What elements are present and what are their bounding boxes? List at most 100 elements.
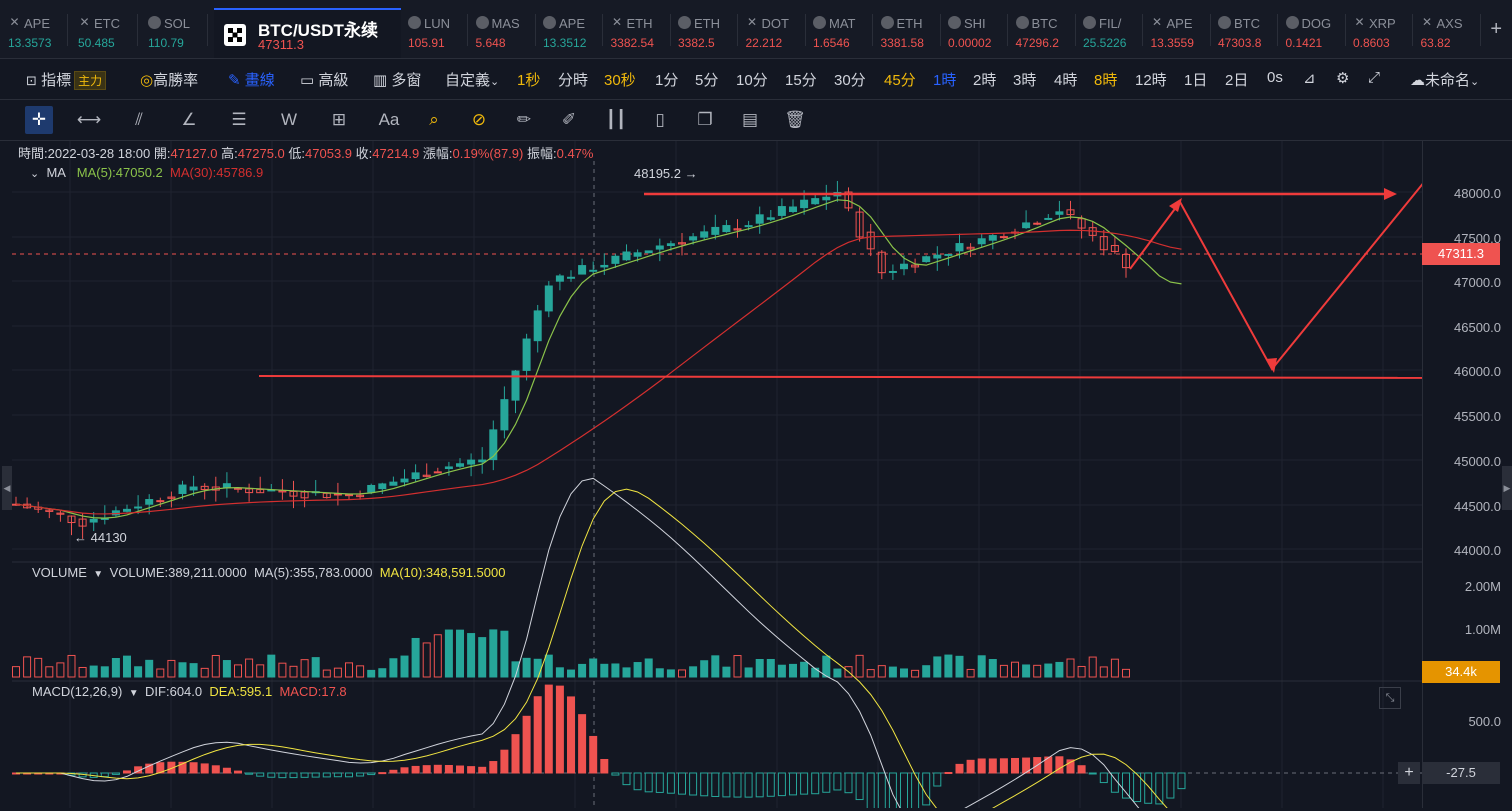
price-axis[interactable]: 48000.0 47500.0 47000.0 46500.0 46000.0 45500… [1422,141,1512,808]
symbol-tab[interactable]: SHI 0.00002 [944,8,1008,52]
indicator-button[interactable]: ⊡ 指標 主力 [26,69,107,90]
macd-bar [245,772,254,775]
interval-11[interactable]: 3時 [1013,72,1037,89]
active-symbol-tab[interactable]: BTC/USDT永续 47311.3 [214,8,401,58]
symbol-tab[interactable]: APE 13.3512 [539,8,603,52]
lock-tool-icon[interactable]: ⊘ [471,110,487,129]
candle-tool-icon[interactable]: ┃┃ [605,110,627,129]
advanced-button[interactable]: ▭ 高級 [300,69,348,90]
volume-dropdown-icon[interactable]: ▼ [90,569,106,580]
interval-13[interactable]: 8時 [1094,72,1118,89]
candle-body [988,235,997,241]
interval-0[interactable]: 1秒 [517,72,541,89]
volume-bar [300,659,309,678]
macd-bar [411,765,420,774]
interval-10[interactable]: 2時 [973,72,997,89]
ma-collapse-icon[interactable]: ⌄ [30,168,40,180]
macd-label: MACD(12,26,9) [32,684,123,699]
trash-icon[interactable]: 🗑 [784,110,806,129]
interval-2[interactable]: 30秒 [604,72,636,89]
multi-window-button[interactable]: ▥ 多窗 [373,69,421,90]
symbol-tab[interactable]: ✕ ETC 50.485 [74,8,138,52]
volume-bar [78,666,87,678]
text-tool-icon[interactable]: Aa [378,110,400,129]
symbol-tab[interactable]: FIL/25.5226 [1079,8,1143,52]
horizontal-line-tool-icon[interactable]: ⟷ [76,110,102,129]
angle-tool-icon[interactable]: ∠ [181,110,197,129]
interval-5[interactable]: 10分 [736,72,768,89]
interval-15[interactable]: 1日 [1184,72,1208,89]
tab-price: 47303.8 [1218,36,1262,50]
symbol-tab[interactable]: BTC 47303.8 [1214,8,1278,52]
add-crosshair-icon[interactable]: + [1398,762,1420,784]
interval-1[interactable]: 分時 [558,72,589,89]
interval-17[interactable]: 0s [1267,69,1283,86]
volume-bar [722,666,731,678]
copy-tool-icon[interactable]: ❐ [697,110,713,129]
macd-bar [322,772,331,778]
macd-dropdown-icon[interactable]: ▼ [125,688,142,699]
parallel-channel-tool-icon[interactable]: ⫽ [135,110,143,129]
draw-button[interactable]: ✎ 畫線 [228,69,275,90]
ruler-tool-icon[interactable]: ✏ [516,110,532,129]
right-collapse-handle[interactable]: ▶ [1502,466,1512,510]
measure-tool-icon[interactable]: ⊞ [331,110,347,129]
fullscreen-icon[interactable]: ⊿ [1303,70,1316,87]
volume-bar [1099,666,1108,678]
symbol-tab[interactable]: MAS 5.648 [472,8,536,52]
crosshair-tool-icon[interactable]: ✛ [25,106,53,134]
chart-canvas[interactable]: 時間:2022-03-28 18:00 開:47127.0 高:47275.0 … [12,110,1483,811]
symbol-tab[interactable]: MAT 1.6546 [809,8,873,52]
volume-bar [1122,668,1130,678]
custom-dropdown[interactable]: 自定義⌄ [445,69,499,90]
interval-12[interactable]: 4時 [1054,72,1078,89]
symbol-tab[interactable]: ✕ ETH 3382.54 [607,8,671,52]
symbol-tab[interactable]: SOL 110.79 [144,8,208,52]
layout-name-dropdown[interactable]: ☁未命名⌄ [1410,69,1479,90]
interval-16[interactable]: 2日 [1225,72,1249,89]
macd-bar [955,763,964,774]
candle-body [533,310,542,342]
grid-icon: ▥ [373,72,388,89]
symbol-tab[interactable]: BTC 47296.2 [1012,8,1076,52]
settings-icon[interactable]: ⚙ [1336,70,1350,87]
macd-bar [822,772,831,793]
close-icon: ✕ [9,15,20,29]
interval-4[interactable]: 5分 [695,72,719,89]
interval-3[interactable]: 1分 [655,72,679,89]
price-axis-label: 47000.0 [1454,275,1501,290]
fib-tool-icon[interactable]: ☰ [231,110,247,129]
wave-tool-icon[interactable]: W [280,110,298,129]
left-collapse-handle[interactable]: ◀ [2,466,12,510]
interval-14[interactable]: 12時 [1135,72,1167,89]
symbol-tab[interactable]: ✕ DOT 22.212 [742,8,806,52]
volume-bar [744,667,753,678]
symbol-tab[interactable]: ✕ APE 13.3559 [1147,8,1211,52]
symbol-tab[interactable]: ✕ AXS 63.82 [1417,8,1481,52]
edit-tool-icon[interactable]: ▤ [741,110,759,129]
pencil-tool-icon[interactable]: ✐ [561,110,577,129]
volume-bar [999,664,1008,678]
interval-7[interactable]: 30分 [834,72,866,89]
candle-body [422,474,431,477]
magnet-tool-icon[interactable]: ⌕ [429,110,439,129]
expand-icon[interactable]: ⤢ [1368,69,1381,86]
tab-symbol: BTC [1234,16,1260,31]
symbol-tab[interactable]: DOG 0.1421 [1282,8,1346,52]
price-axis-label: 45000.0 [1454,454,1501,469]
interval-9[interactable]: 1時 [933,72,957,89]
tab-symbol: BTC [1031,16,1058,31]
interval-8[interactable]: 45分 [884,72,916,89]
volume-bar [922,665,931,678]
volume-bar [866,669,875,678]
symbol-tab[interactable]: ETH 3381.58 [877,8,941,52]
symbol-tab[interactable]: LUN 105.91 [404,8,468,52]
maximize-pane-icon[interactable]: ⤡ [1379,687,1401,709]
add-tab-icon[interactable]: + [1490,18,1502,40]
symbol-tab[interactable]: ✕ XRP 0.8603 [1349,8,1413,52]
clipboard-tool-icon[interactable]: ▯ [655,110,665,129]
symbol-tab[interactable]: ✕ APE 13.3573 [4,8,68,52]
win-rate-button[interactable]: ◎高勝率 [140,69,198,90]
symbol-tab[interactable]: ETH 3382.5 [674,8,738,52]
interval-6[interactable]: 15分 [785,72,817,89]
